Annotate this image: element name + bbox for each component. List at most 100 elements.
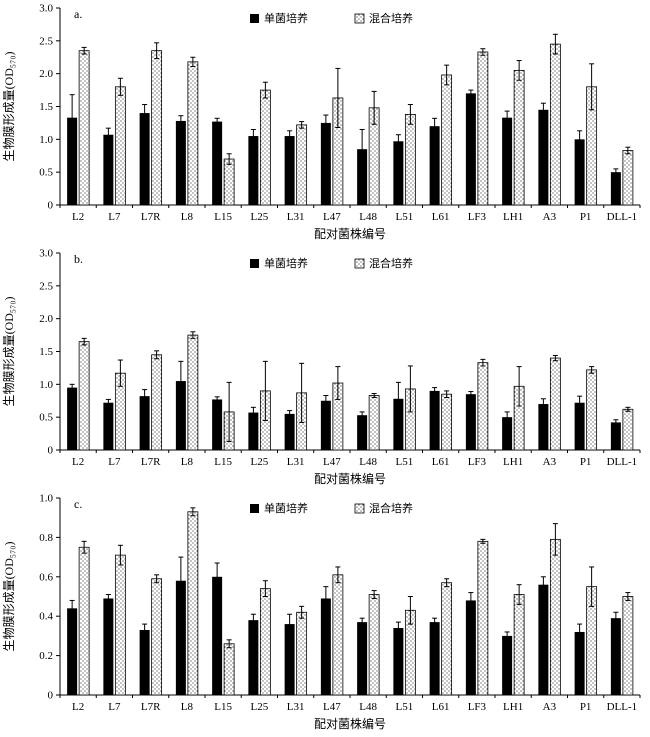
y-tick-label: 0.4 xyxy=(39,611,53,623)
x-tick-label: L31 xyxy=(287,701,305,713)
x-tick-label: L51 xyxy=(396,211,414,223)
panel-letter: b. xyxy=(74,252,83,266)
y-tick-label: 0 xyxy=(48,445,54,457)
legend-label-single: 单菌培养 xyxy=(264,11,308,25)
x-tick-label: L2 xyxy=(72,456,84,468)
bar-single-culture xyxy=(139,629,150,695)
x-tick-label: L51 xyxy=(396,456,414,468)
bar-single-culture xyxy=(502,417,513,450)
x-tick-label: DLL-1 xyxy=(607,211,638,223)
bar-single-culture xyxy=(357,622,368,695)
x-tick-label: L48 xyxy=(359,456,377,468)
x-tick-label: L61 xyxy=(432,456,450,468)
bar-mixed-culture xyxy=(622,408,634,451)
x-tick-label: P1 xyxy=(580,701,592,713)
x-tick-label: L25 xyxy=(251,456,269,468)
legend-swatch-mixed xyxy=(354,13,365,24)
bar-single-culture xyxy=(103,598,114,695)
bar-mixed-culture xyxy=(114,86,126,206)
bar-mixed-culture xyxy=(187,334,199,451)
x-tick-label: L7R xyxy=(141,701,161,713)
y-tick-label: 1.5 xyxy=(39,346,53,358)
bar-single-culture xyxy=(465,93,476,205)
x-tick-label: L31 xyxy=(287,456,305,468)
bar-single-culture xyxy=(357,415,368,450)
x-tick-label: L47 xyxy=(323,456,341,468)
x-tick-label: P1 xyxy=(580,456,592,468)
x-tick-label: L2 xyxy=(72,211,84,223)
bar-single-culture xyxy=(67,608,78,695)
y-tick-label: 0.6 xyxy=(39,571,53,583)
bar-mixed-culture xyxy=(549,538,561,696)
bar-single-culture xyxy=(574,631,585,695)
x-tick-label: L7R xyxy=(141,456,161,468)
legend-swatch-single xyxy=(250,14,259,23)
legend-label-mixed: 混合培养 xyxy=(369,256,413,270)
x-tick-label: L25 xyxy=(251,701,269,713)
bar-single-culture xyxy=(393,141,404,205)
y-tick-label: 1.0 xyxy=(39,134,53,146)
panel-a-chart: 0 0.5 1.0 1.5 2.0 2.5 3.0 L2 L7 L7R L8 L15 L25 L31 L47… xyxy=(0,0,650,245)
bar-single-culture xyxy=(284,413,295,450)
bar-mixed-culture xyxy=(441,74,453,206)
bar-single-culture xyxy=(574,139,585,205)
bar-chart-panel: 0 0.5 1.0 1.5 2.0 2.5 3.0 L2 L7 L7R L8 L15 L25 L31 L47… xyxy=(2,3,641,241)
bar-single-culture xyxy=(574,402,585,450)
bar-single-culture xyxy=(429,622,440,695)
bar-mixed-culture xyxy=(477,540,489,696)
bar-single-culture xyxy=(284,624,295,695)
bar-mixed-culture xyxy=(259,588,271,696)
bar-mixed-culture xyxy=(151,50,163,206)
bar-single-culture xyxy=(139,113,150,205)
bar-single-culture xyxy=(67,387,78,450)
bar-single-culture xyxy=(429,390,440,450)
x-tick-label: L31 xyxy=(287,211,305,223)
y-tick-label: 1.0 xyxy=(39,493,53,505)
bar-single-culture xyxy=(393,628,404,695)
bar-single-culture xyxy=(284,136,295,205)
bar-single-culture xyxy=(67,117,78,205)
bar-single-culture xyxy=(175,381,186,450)
x-tick-label: L7 xyxy=(108,701,121,713)
bar-chart-panel: 0 0.2 0.4 0.6 0.8 1.0 L2 L7 L7R L8 L15 L25 L31 L47 L48… xyxy=(2,493,641,731)
bar-mixed-culture xyxy=(441,582,453,696)
bar-mixed-culture xyxy=(477,51,489,206)
x-tick-label: L61 xyxy=(432,701,450,713)
bar-mixed-culture xyxy=(622,150,634,206)
bar-mixed-culture xyxy=(549,357,561,451)
bar-mixed-culture xyxy=(622,596,634,696)
x-tick-label: L48 xyxy=(359,701,377,713)
x-tick-label: P1 xyxy=(580,211,592,223)
x-tick-label: A3 xyxy=(543,211,557,223)
legend-label-mixed: 混合培养 xyxy=(369,501,413,515)
legend-label-single: 单菌培养 xyxy=(264,256,308,270)
x-tick-label: L2 xyxy=(72,701,84,713)
bar-single-culture xyxy=(320,598,331,695)
bar-single-culture xyxy=(248,412,259,450)
x-tick-label: L25 xyxy=(251,211,269,223)
bar-mixed-culture xyxy=(296,611,308,696)
bar-single-culture xyxy=(320,400,331,450)
y-tick-label: 1.5 xyxy=(39,101,53,113)
bar-single-culture xyxy=(212,121,223,205)
y-axis-title: 生物膜形成量(OD₅₇₀) xyxy=(2,52,16,162)
x-tick-label: LF3 xyxy=(468,456,487,468)
x-axis-title: 配对菌株编号 xyxy=(314,471,386,486)
bar-single-culture xyxy=(610,618,621,695)
bar-single-culture xyxy=(538,109,549,205)
y-axis-title: 生物膜形成量(OD₅₇₀) xyxy=(2,297,16,407)
bar-single-culture xyxy=(502,635,513,695)
x-tick-label: L47 xyxy=(323,701,341,713)
bar-mixed-culture xyxy=(78,341,90,451)
x-tick-label: L47 xyxy=(323,211,341,223)
bar-mixed-culture xyxy=(114,554,126,696)
bar-chart-panel: 0 0.5 1.0 1.5 2.0 2.5 3.0 L2 L7 L7R L8 L15 L25 L31 L47… xyxy=(2,248,641,486)
bar-mixed-culture xyxy=(78,50,90,206)
x-tick-label: L7R xyxy=(141,211,161,223)
x-tick-label: LH1 xyxy=(503,456,523,468)
bar-single-culture xyxy=(248,620,259,695)
panel-c-chart: 0 0.2 0.4 0.6 0.8 1.0 L2 L7 L7R L8 L15 L25 L31 L47 L48… xyxy=(0,490,650,735)
panel-letter: c. xyxy=(74,497,82,511)
x-tick-label: A3 xyxy=(543,456,557,468)
bar-mixed-culture xyxy=(404,113,416,206)
